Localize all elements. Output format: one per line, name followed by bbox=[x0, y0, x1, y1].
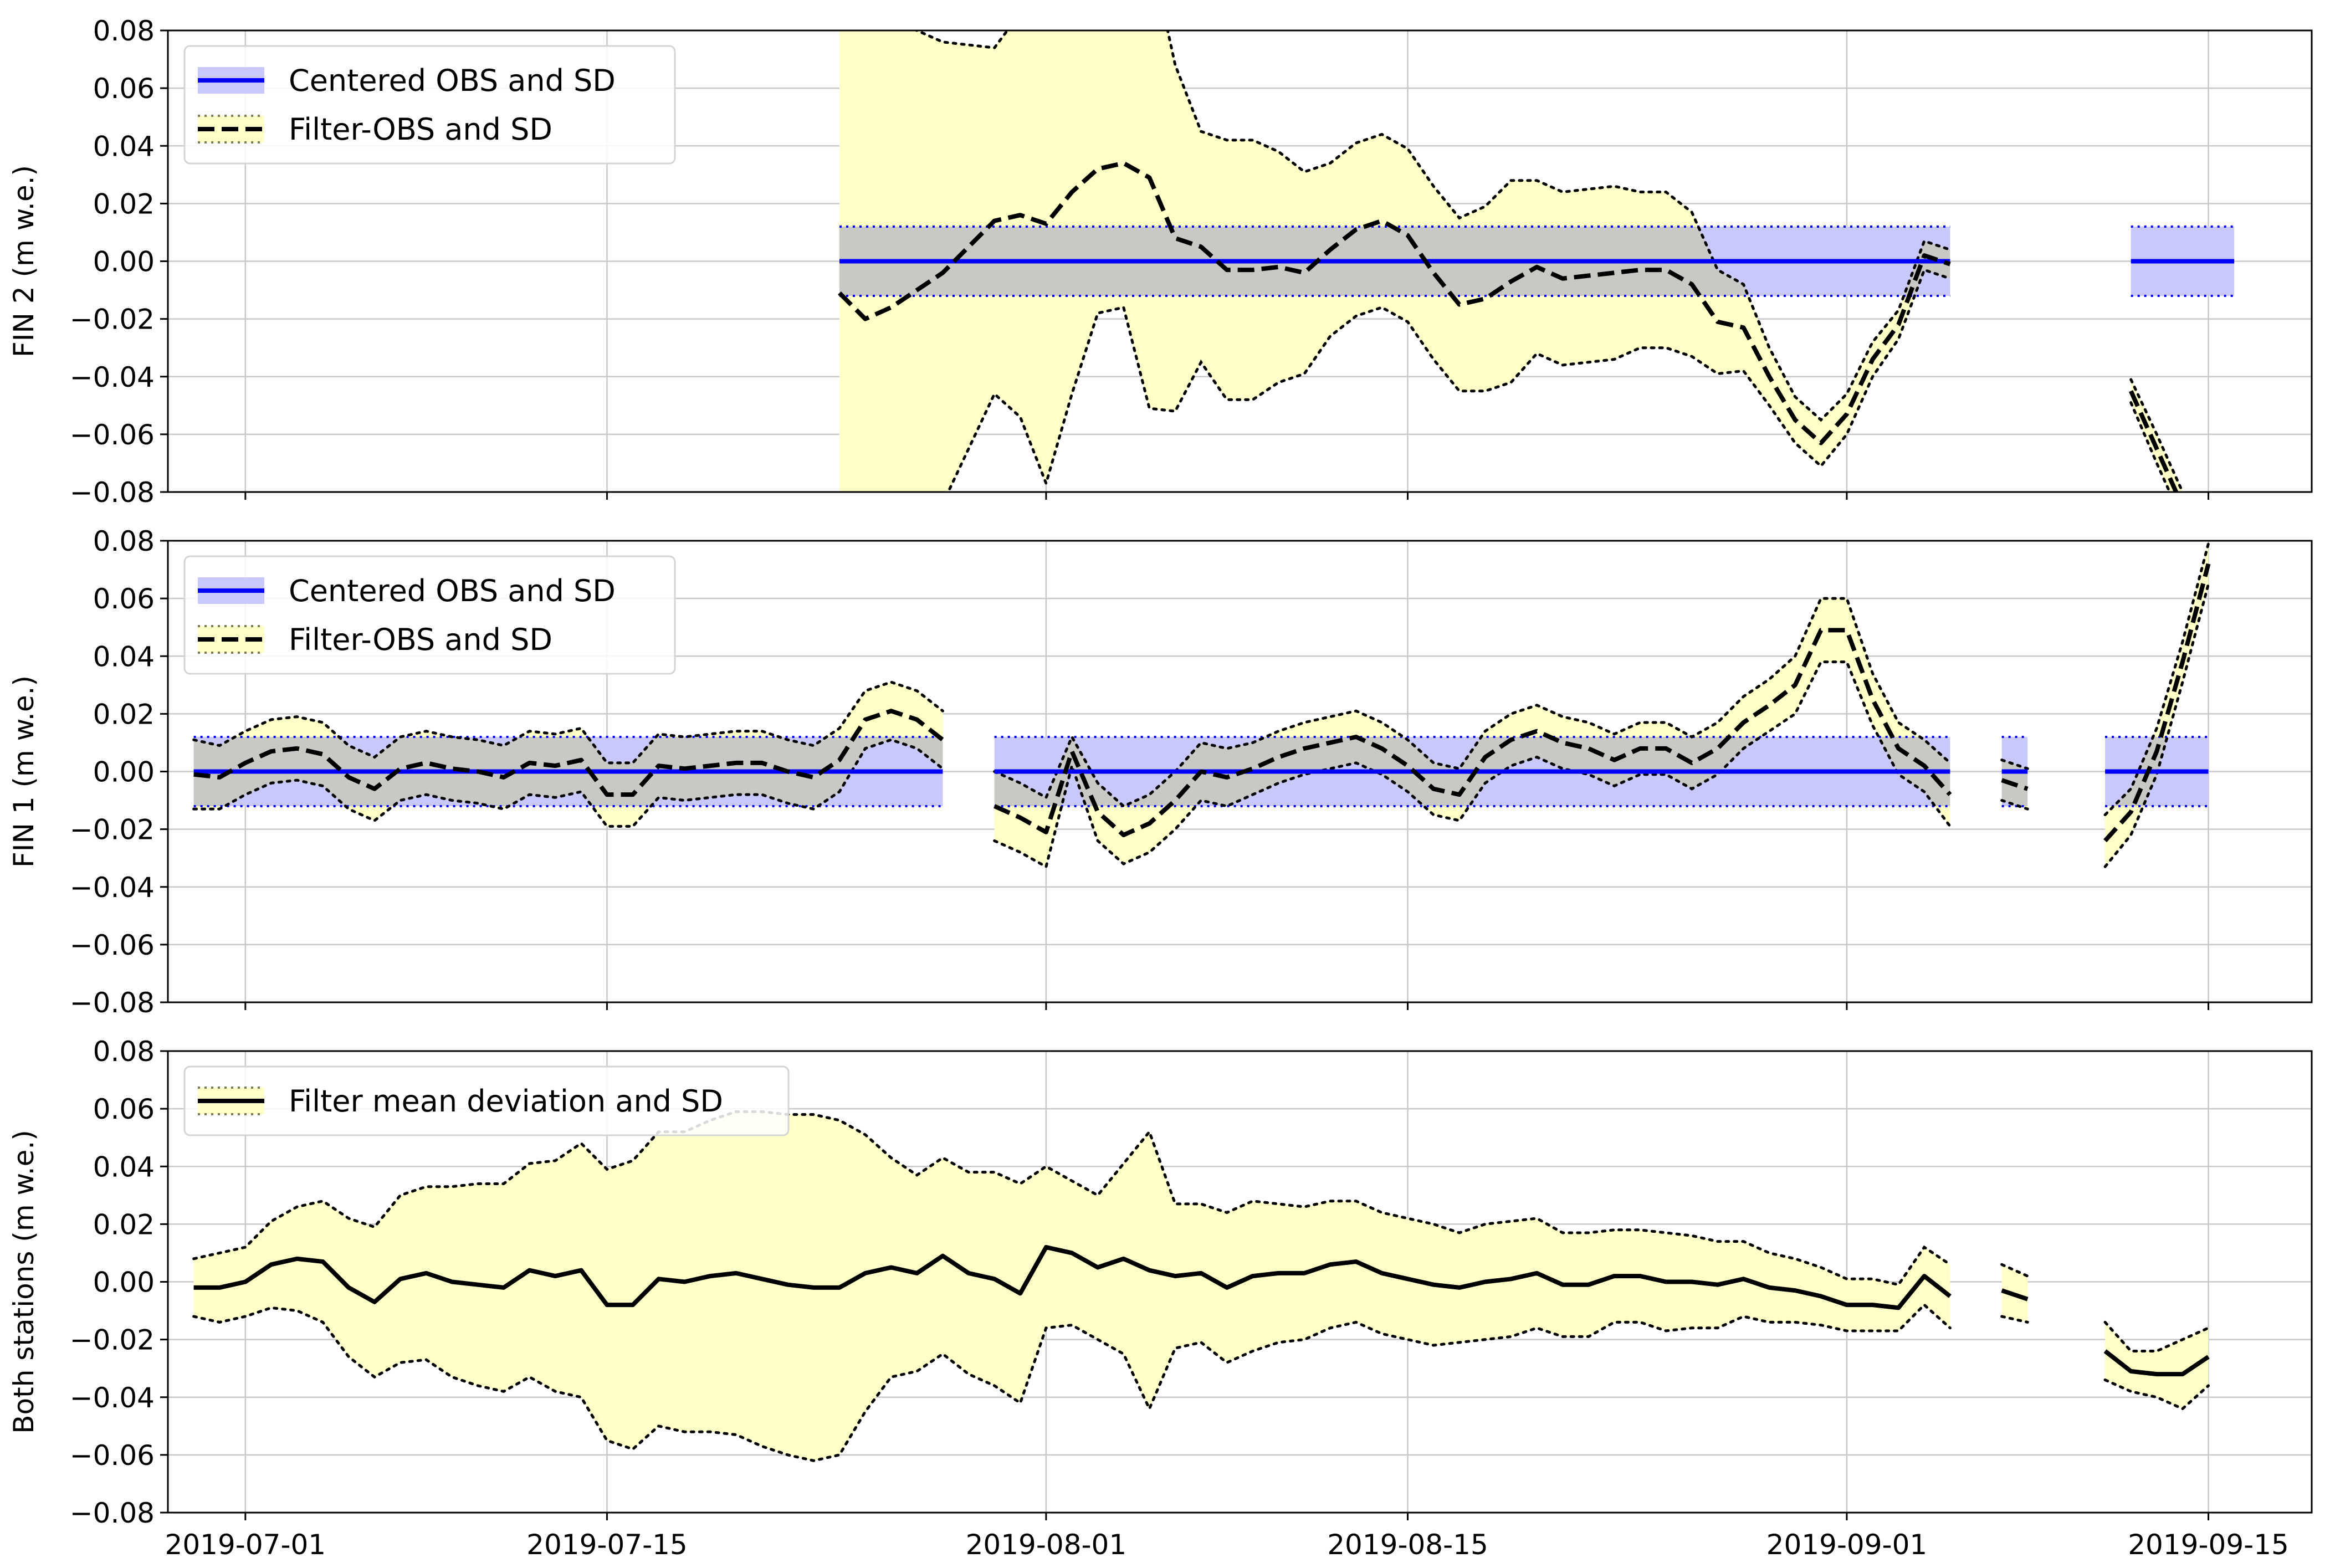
y-tick-label: 0.02 bbox=[93, 1208, 155, 1241]
y-axis-label: Both stations (m w.e.) bbox=[8, 1130, 40, 1434]
y-tick-label: −0.02 bbox=[70, 814, 155, 846]
filter-obs-line bbox=[2129, 390, 2179, 492]
filter-obs-line bbox=[838, 161, 1951, 445]
filter-sd-lower bbox=[993, 660, 1952, 869]
filter-sd-upper bbox=[2000, 1263, 2029, 1278]
x-tick-label: 2019-08-01 bbox=[966, 1529, 1127, 1561]
y-tick-label: −0.04 bbox=[70, 872, 155, 904]
y-tick-label: −0.02 bbox=[70, 304, 155, 336]
filter-sd-upper bbox=[2129, 378, 2184, 492]
legend: Centered OBS and SD Filter-OBS and SD bbox=[183, 555, 676, 675]
filter-sd-lower bbox=[192, 738, 944, 828]
filter-sd-lower bbox=[2103, 582, 2210, 868]
plot-area bbox=[192, 542, 2211, 869]
legend-box bbox=[183, 555, 676, 675]
y-tick-label: −0.02 bbox=[70, 1324, 155, 1356]
panel-3: 0.08 0.06 0.04 0.02 0.00 −0.02 −0.04 −0.06 −0.08… bbox=[8, 1036, 2313, 1561]
x-tick-label: 2019-07-15 bbox=[526, 1529, 688, 1561]
y-tick-label: 0.00 bbox=[93, 756, 155, 788]
panel-1: 0.08 0.06 0.04 0.02 0.00 −0.02 −0.04 −0.06 −0.08… bbox=[8, 15, 2313, 509]
x-tick-label: 2019-09-01 bbox=[1766, 1529, 1928, 1561]
y-tick-label: 0.04 bbox=[93, 640, 155, 673]
filter-obs-line bbox=[193, 709, 944, 797]
filter-mean-line bbox=[2001, 1288, 2029, 1301]
panel-2: 0.08 0.06 0.04 0.02 0.00 −0.02 −0.04 −0.06 −0.08… bbox=[8, 525, 2313, 1019]
y-tick-label: 0.02 bbox=[93, 188, 155, 220]
filter-sd-band bbox=[2131, 379, 2183, 492]
legend-label: Filter mean deviation and SD bbox=[289, 1084, 723, 1119]
y-tick-label: 0.00 bbox=[93, 246, 155, 278]
x-tick-label: 2019-09-15 bbox=[2128, 1529, 2289, 1561]
filter-obs-line bbox=[2103, 563, 2211, 843]
y-tick-label: 0.04 bbox=[93, 130, 155, 162]
legend: Centered OBS and SD Filter-OBS and SD bbox=[183, 45, 676, 165]
legend-box bbox=[183, 45, 676, 165]
filter-sd-upper bbox=[2103, 542, 2210, 817]
y-axis-label: FIN 2 (m w.e.) bbox=[8, 165, 40, 357]
y-tick-label: −0.04 bbox=[70, 361, 155, 393]
y-tick-label: 0.08 bbox=[93, 525, 155, 557]
filter-sd-upper bbox=[993, 597, 1952, 808]
legend: Filter mean deviation and SD bbox=[183, 1065, 790, 1136]
filter-sd-lower bbox=[2103, 1379, 2210, 1411]
filter-sd-upper bbox=[192, 680, 944, 765]
y-tick-label: −0.08 bbox=[70, 987, 155, 1019]
filter-obs-line bbox=[2001, 778, 2029, 791]
y-tick-label: −0.06 bbox=[70, 929, 155, 961]
y-tick-label: −0.08 bbox=[70, 1497, 155, 1529]
y-tick-label: −0.04 bbox=[70, 1382, 155, 1414]
filter-sd-lower bbox=[946, 268, 1952, 492]
y-tick-label: −0.06 bbox=[70, 419, 155, 451]
y-tick-label: 0.00 bbox=[93, 1267, 155, 1299]
y-tick-label: 0.06 bbox=[93, 583, 155, 615]
filter-sd-upper bbox=[2103, 1320, 2210, 1352]
filter-sd-band bbox=[2105, 544, 2209, 867]
filter-sd-lower bbox=[2129, 401, 2172, 492]
x-tick-label: 2019-08-15 bbox=[1327, 1529, 1488, 1561]
y-tick-label: −0.06 bbox=[70, 1439, 155, 1472]
legend-label: Filter-OBS and SD bbox=[289, 622, 552, 657]
filter-sd-band bbox=[193, 1111, 1950, 1461]
y-tick-label: 0.06 bbox=[93, 73, 155, 105]
y-tick-label: 0.04 bbox=[93, 1151, 155, 1183]
filter-mean-line bbox=[193, 1245, 1952, 1310]
y-axis-label: FIN 1 (m w.e.) bbox=[8, 675, 40, 868]
filter-obs-line bbox=[994, 628, 1952, 838]
y-tick-label: −0.08 bbox=[70, 476, 155, 509]
filter-sd-lower bbox=[192, 1303, 1952, 1462]
y-tick-label: 0.08 bbox=[93, 15, 155, 47]
filter-sd-upper bbox=[192, 1110, 1952, 1287]
y-tick-label: 0.02 bbox=[93, 698, 155, 730]
plot-area bbox=[838, 30, 2235, 492]
filter-sd-band bbox=[2105, 1322, 2209, 1409]
legend-label: Centered OBS and SD bbox=[289, 63, 616, 98]
filter-sd-band bbox=[994, 598, 1950, 867]
filter-mean-line bbox=[2103, 1349, 2210, 1377]
y-tick-label: 0.06 bbox=[93, 1093, 155, 1125]
filter-sd-upper bbox=[863, 30, 1952, 422]
legend-label: Centered OBS and SD bbox=[289, 573, 616, 608]
plot-area bbox=[192, 1110, 2210, 1462]
legend-box bbox=[183, 1065, 790, 1136]
legend-label: Filter-OBS and SD bbox=[289, 112, 552, 147]
x-tick-label: 2019-07-01 bbox=[165, 1529, 326, 1561]
y-tick-label: 0.08 bbox=[93, 1036, 155, 1068]
